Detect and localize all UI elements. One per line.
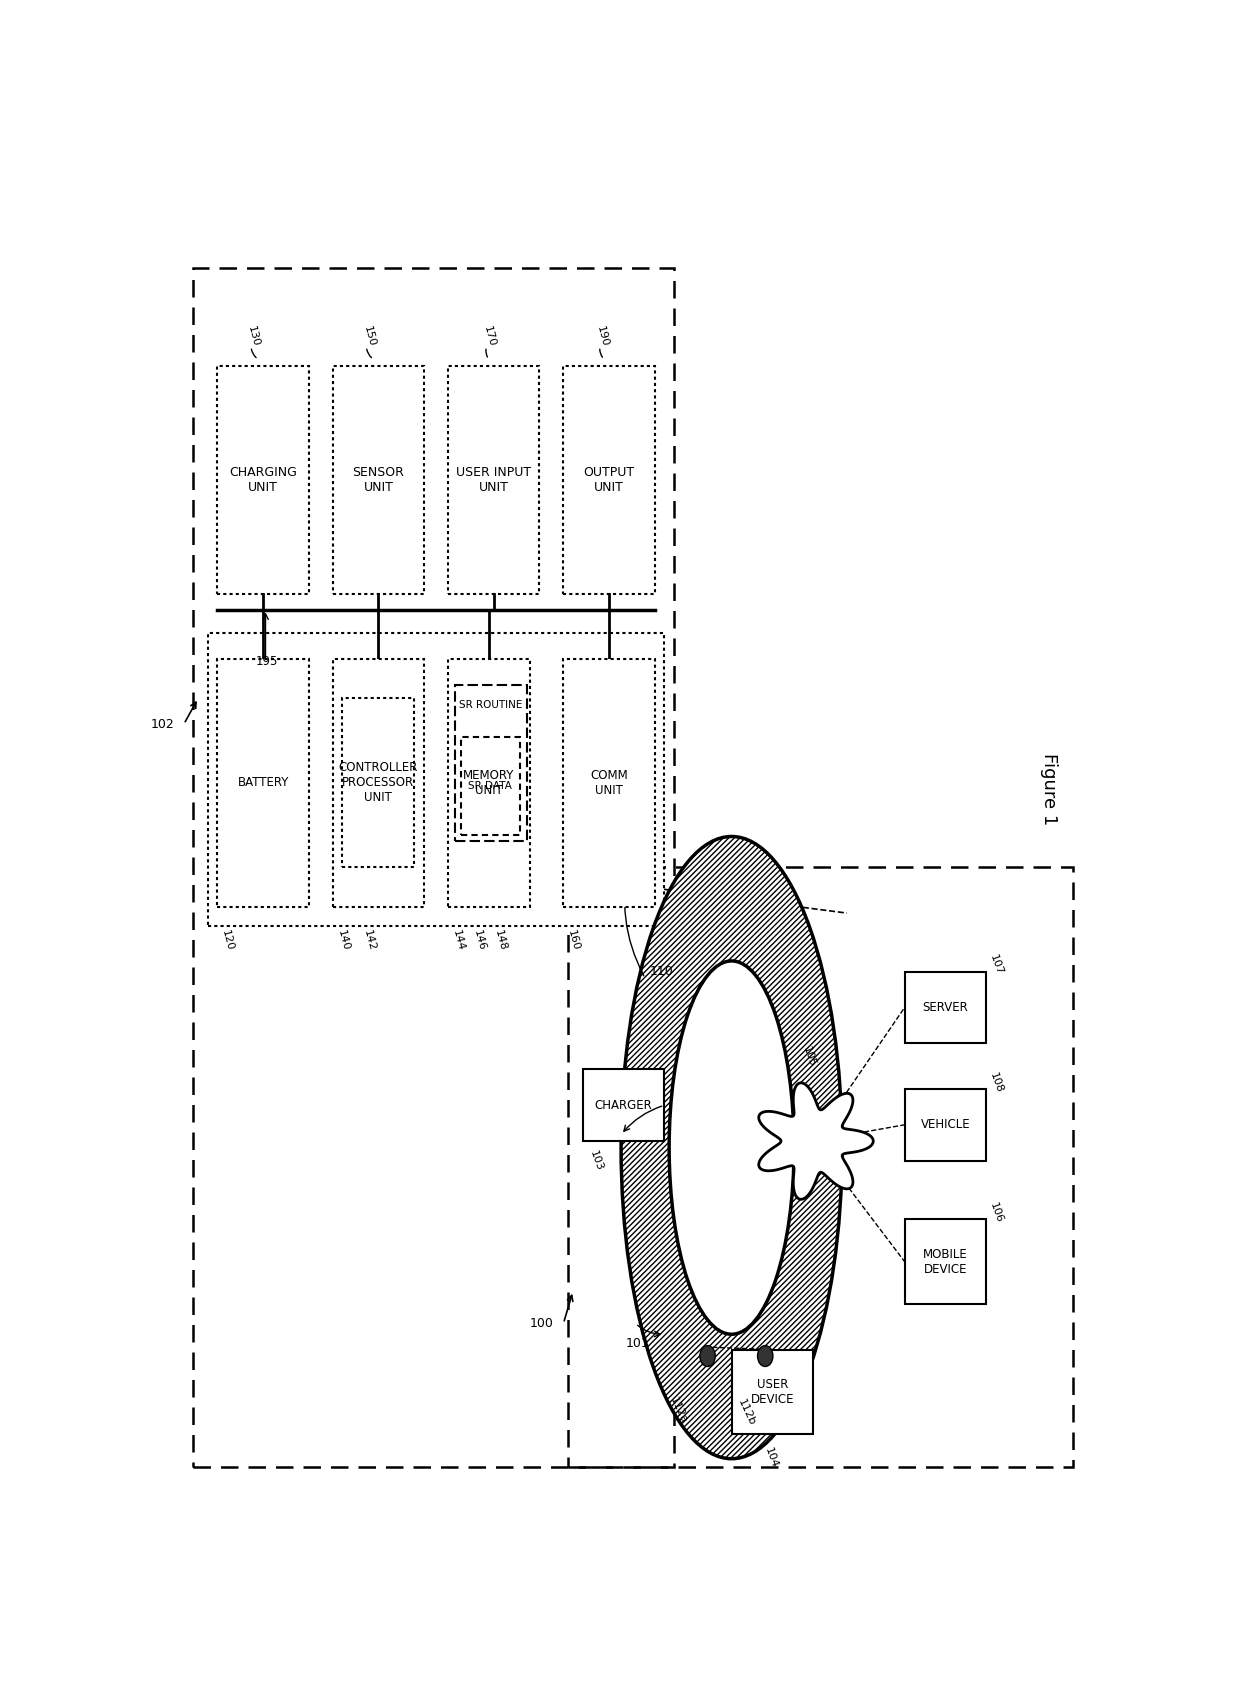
Text: 108: 108 xyxy=(988,1071,1004,1095)
Bar xyxy=(217,660,309,907)
Text: MEMORY
UNIT: MEMORY UNIT xyxy=(464,768,515,797)
Text: BATTERY: BATTERY xyxy=(237,777,289,788)
Bar xyxy=(905,1220,986,1305)
Text: MOBILE
DEVICE: MOBILE DEVICE xyxy=(923,1247,967,1276)
Text: 104: 104 xyxy=(763,1447,780,1469)
Text: 140: 140 xyxy=(336,929,351,951)
Bar xyxy=(568,868,1073,1467)
Bar xyxy=(732,1350,813,1435)
Text: SR DATA: SR DATA xyxy=(469,782,512,792)
Bar xyxy=(583,1069,665,1140)
Text: 130: 130 xyxy=(247,325,262,347)
Text: CHARGING
UNIT: CHARGING UNIT xyxy=(229,465,298,494)
Text: USER
DEVICE: USER DEVICE xyxy=(750,1377,794,1406)
Ellipse shape xyxy=(621,836,842,1459)
Text: 107: 107 xyxy=(988,954,1004,976)
Text: CHARGER: CHARGER xyxy=(595,1098,652,1112)
Text: 170: 170 xyxy=(481,325,497,347)
Bar xyxy=(342,699,414,868)
Text: 150: 150 xyxy=(362,325,377,347)
Text: 106: 106 xyxy=(988,1201,1004,1225)
Text: 112a: 112a xyxy=(668,1396,689,1425)
Text: OUTPUT
UNIT: OUTPUT UNIT xyxy=(584,465,635,494)
Text: 144: 144 xyxy=(451,929,466,953)
Bar xyxy=(208,633,665,926)
PathPatch shape xyxy=(759,1083,873,1200)
Text: 120: 120 xyxy=(221,929,236,951)
Bar xyxy=(448,365,539,594)
Bar xyxy=(460,738,521,834)
Text: SENSOR
UNIT: SENSOR UNIT xyxy=(352,465,404,494)
Text: 105: 105 xyxy=(801,1046,817,1068)
Circle shape xyxy=(758,1345,773,1367)
Circle shape xyxy=(699,1345,715,1367)
Text: 100: 100 xyxy=(529,1316,554,1330)
Text: 142: 142 xyxy=(362,929,377,953)
Bar xyxy=(563,365,655,594)
Text: 102: 102 xyxy=(150,717,174,731)
Text: 146: 146 xyxy=(472,929,487,951)
Text: 195: 195 xyxy=(255,655,278,668)
Bar xyxy=(332,365,424,594)
Text: COMM
UNIT: COMM UNIT xyxy=(590,768,627,797)
Text: VEHICLE: VEHICLE xyxy=(920,1118,970,1132)
Bar xyxy=(905,1090,986,1161)
Ellipse shape xyxy=(670,961,794,1335)
Text: 190: 190 xyxy=(595,325,610,347)
Bar xyxy=(905,971,986,1044)
Bar xyxy=(563,660,655,907)
Text: USER INPUT
UNIT: USER INPUT UNIT xyxy=(456,465,531,494)
Bar xyxy=(448,660,529,907)
Bar xyxy=(193,269,675,1467)
Text: 148: 148 xyxy=(494,929,508,953)
Text: 101: 101 xyxy=(626,1337,650,1350)
Text: SERVER: SERVER xyxy=(923,1002,968,1014)
Text: SR ROUTINE: SR ROUTINE xyxy=(459,699,522,709)
Bar xyxy=(332,660,424,907)
Text: Figure 1: Figure 1 xyxy=(1039,753,1058,826)
Text: 110: 110 xyxy=(650,964,673,978)
Text: 112b: 112b xyxy=(735,1398,756,1428)
Bar xyxy=(217,365,309,594)
Bar xyxy=(455,685,527,841)
Text: 160: 160 xyxy=(567,929,582,951)
Text: CONTROLLER
PROCESSOR
UNIT: CONTROLLER PROCESSOR UNIT xyxy=(339,761,418,804)
Text: 103: 103 xyxy=(588,1149,604,1173)
